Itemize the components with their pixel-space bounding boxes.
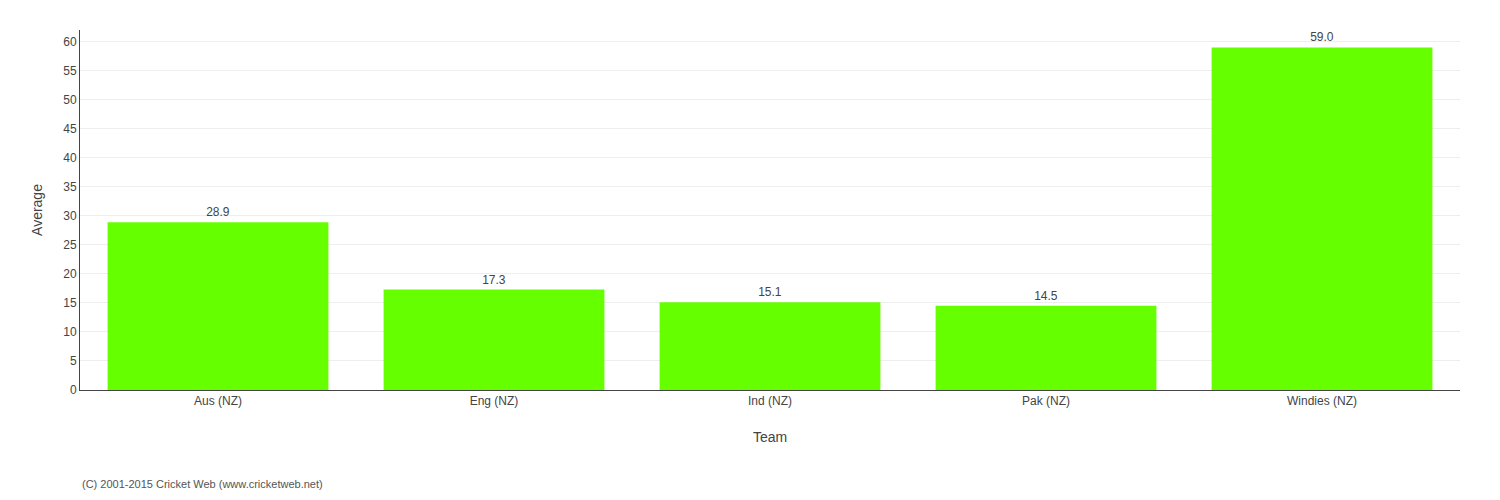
svg-text:15.1: 15.1 <box>758 285 782 299</box>
svg-text:Team: Team <box>753 429 787 445</box>
svg-text:50: 50 <box>63 93 77 107</box>
svg-text:Ind (NZ): Ind (NZ) <box>748 394 792 408</box>
svg-text:60: 60 <box>63 35 77 49</box>
svg-text:55: 55 <box>63 64 77 78</box>
svg-text:17.3: 17.3 <box>482 273 506 287</box>
svg-text:Aus (NZ): Aus (NZ) <box>194 394 242 408</box>
svg-text:35: 35 <box>63 180 77 194</box>
svg-text:Windies (NZ): Windies (NZ) <box>1287 394 1357 408</box>
svg-text:5: 5 <box>70 354 77 368</box>
svg-text:Eng (NZ): Eng (NZ) <box>470 394 519 408</box>
svg-text:45: 45 <box>63 122 77 136</box>
svg-text:Pak (NZ): Pak (NZ) <box>1022 394 1070 408</box>
svg-text:20: 20 <box>63 267 77 281</box>
svg-text:30: 30 <box>63 209 77 223</box>
svg-text:25: 25 <box>63 238 77 252</box>
svg-text:Average: Average <box>29 184 45 236</box>
svg-text:14.5: 14.5 <box>1034 289 1058 303</box>
svg-text:28.9: 28.9 <box>206 205 230 219</box>
svg-text:40: 40 <box>63 151 77 165</box>
svg-text:15: 15 <box>63 296 77 310</box>
svg-text:0: 0 <box>70 383 77 397</box>
svg-text:10: 10 <box>63 325 77 339</box>
svg-text:59.0: 59.0 <box>1310 30 1334 44</box>
svg-text:(C) 2001-2015 Cricket Web (www: (C) 2001-2015 Cricket Web (www.cricketwe… <box>82 478 323 490</box>
